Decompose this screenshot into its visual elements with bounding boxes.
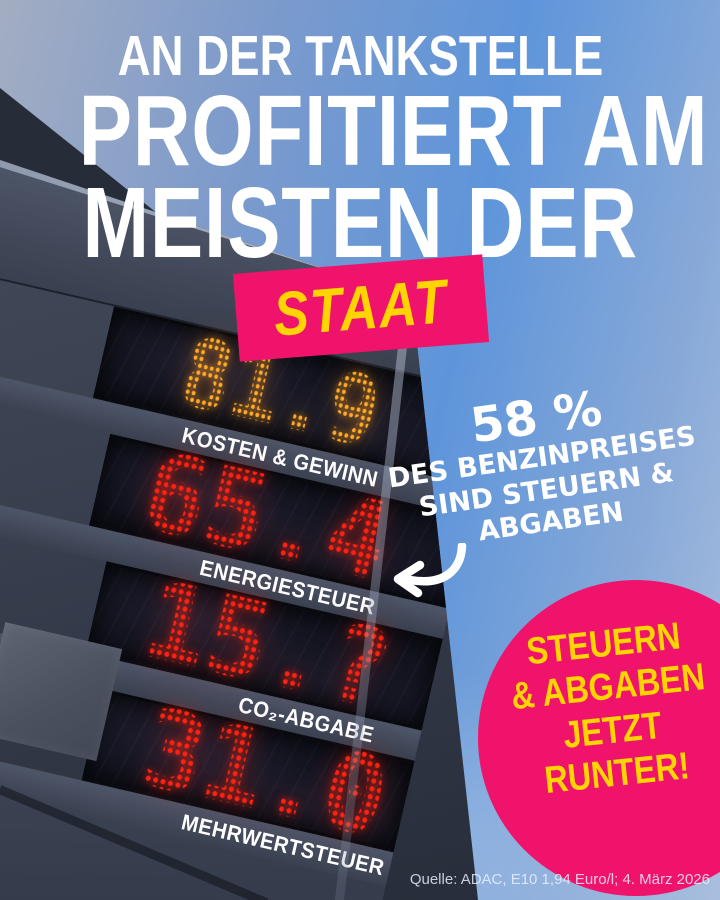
curved-arrow-icon bbox=[393, 543, 467, 598]
circle-badge-text: STEUERN & ABGABEN JETZT RUNTER! bbox=[487, 612, 720, 808]
circle-badge: STEUERN & ABGABEN JETZT RUNTER! bbox=[478, 580, 720, 896]
source-caption: Quelle: ADAC, E10 1,94 Euro/l; 4. März 2… bbox=[409, 871, 710, 888]
headline: AN DER TANKSTELLE PROFITIERT AM MEISTEN … bbox=[0, 24, 720, 279]
headline-main-line-1: PROFITIERT AM bbox=[78, 75, 709, 187]
staat-highlight-text: STAAT bbox=[271, 266, 451, 350]
headline-top-line: AN DER TANKSTELLE bbox=[117, 24, 603, 88]
headline-main-line-2: MEISTEN DER bbox=[82, 167, 638, 279]
